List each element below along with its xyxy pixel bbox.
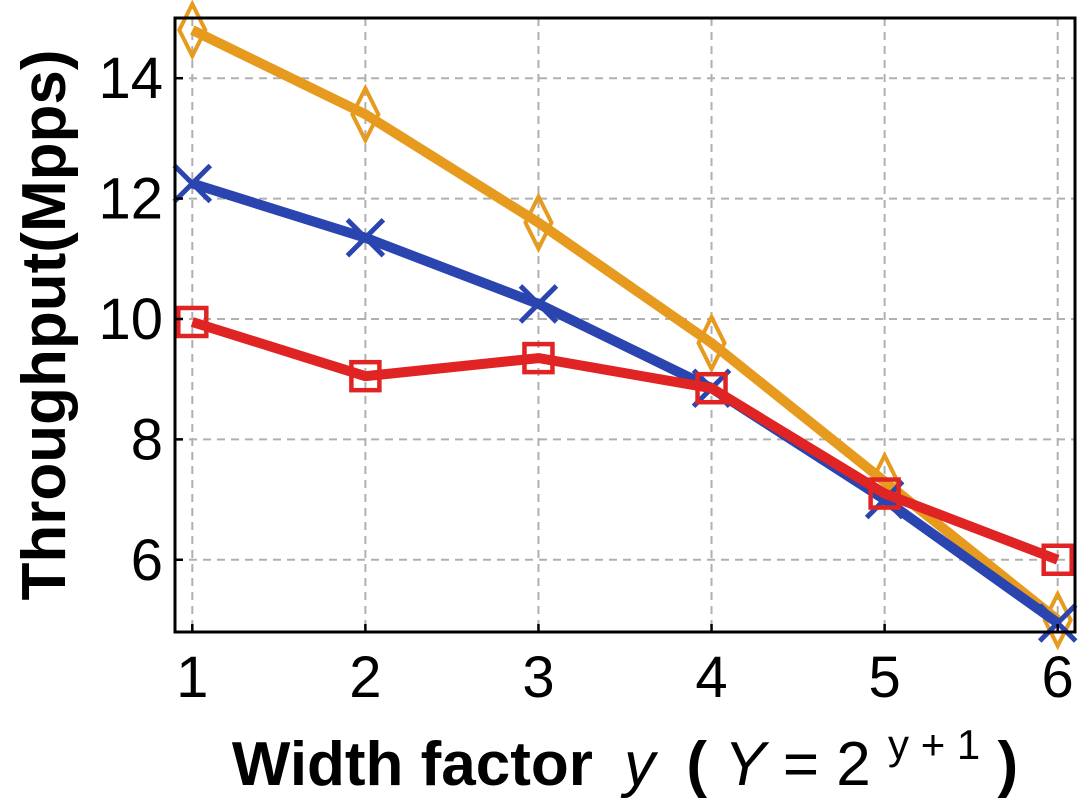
- y-tick-label: 6: [131, 528, 163, 593]
- series-3: [176, 305, 1074, 577]
- plot-frame: [173, 16, 1077, 634]
- x-tick-label: 6: [1042, 645, 1074, 710]
- diamond-marker: [350, 83, 381, 145]
- square-marker: [1041, 543, 1074, 577]
- x-marker: [345, 217, 386, 258]
- diamond-marker: [177, 0, 208, 61]
- x-marker: [518, 284, 559, 324]
- diamond-marker: [523, 192, 554, 254]
- square-marker: [868, 477, 901, 510]
- square-marker: [695, 371, 728, 405]
- diamond-marker: [696, 312, 727, 374]
- series-2: [172, 163, 1078, 643]
- x-tick-label: 1: [176, 645, 208, 710]
- square-marker: [349, 359, 382, 393]
- square-marker: [522, 341, 555, 375]
- x-axis-title-paren-close: ): [998, 730, 1019, 799]
- x-tick-label: 3: [522, 645, 554, 710]
- x-axis-title-exponent: y + 1: [888, 721, 980, 768]
- x-axis-title-paren-open: (: [686, 730, 707, 799]
- series-group: [172, 0, 1078, 651]
- x-tick-label: 2: [349, 645, 381, 710]
- x-axis-title: Width factor y ( Y = 2 y + 1 ): [232, 704, 1018, 799]
- x-tick-label: 4: [695, 645, 727, 710]
- x-axis-title-var: y: [620, 730, 659, 799]
- square-marker: [176, 305, 209, 339]
- grid: [175, 18, 1075, 632]
- y-axis-title-group: Throughput(Mpps): [10, 50, 79, 601]
- x-axis-title-text: Width factor: [232, 730, 593, 799]
- y-tick-label: 14: [98, 46, 163, 111]
- x-axis-title-cap-var: Y: [724, 730, 770, 799]
- series-line: [190, 178, 1061, 628]
- series-1: [177, 0, 1073, 651]
- x-tick-label: 5: [868, 645, 900, 710]
- y-tick-label: 12: [98, 167, 163, 232]
- y-tick-label: 10: [98, 287, 163, 352]
- y-axis-title: Throughput(Mpps): [10, 50, 79, 601]
- x-axis-title-eq: = 2: [783, 730, 871, 799]
- x-marker: [172, 163, 213, 204]
- y-tick-label: 8: [131, 407, 163, 472]
- x-marker: [1037, 603, 1078, 643]
- series-line: [190, 317, 1060, 565]
